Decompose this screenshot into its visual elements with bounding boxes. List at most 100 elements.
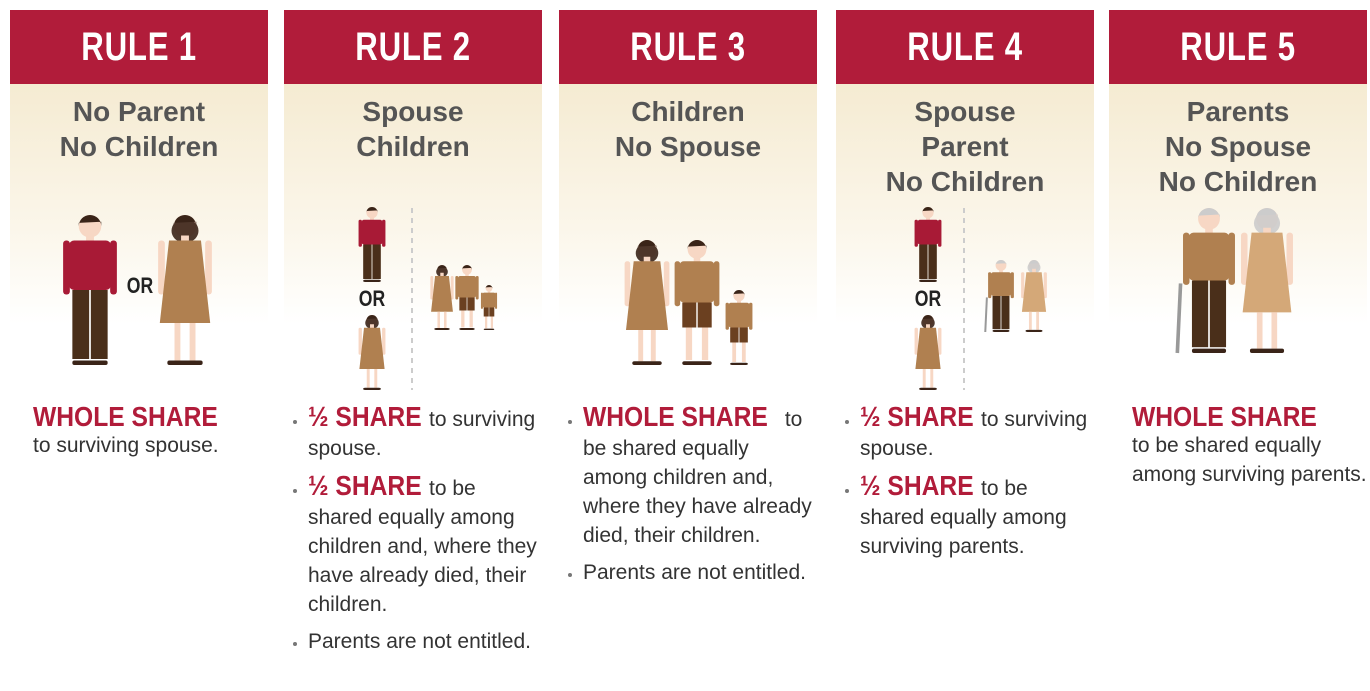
- rule-card: RULE 1No ParentNo ChildrenORWHOLE SHARE …: [10, 10, 268, 691]
- page: RULE 1No ParentNo ChildrenORWHOLE SHARE …: [0, 0, 1370, 691]
- arm: [915, 328, 918, 355]
- arm: [382, 328, 385, 355]
- leg: [489, 308, 494, 317]
- rule-header: RULE 4: [836, 10, 1094, 84]
- arm: [476, 276, 479, 299]
- figure: [985, 260, 1014, 332]
- leg: [1036, 312, 1039, 330]
- arm: [481, 293, 483, 309]
- rule-title: RULE 4: [907, 25, 1023, 70]
- arm: [1228, 233, 1234, 285]
- or-label: OR: [127, 274, 153, 298]
- arm: [205, 241, 212, 295]
- arm: [938, 220, 941, 247]
- arm: [495, 293, 497, 309]
- illustration: OR: [10, 200, 268, 400]
- rule-card: RULE 3ChildrenNo SpouseWHOLE SHARE to be…: [559, 10, 817, 691]
- arm: [359, 220, 362, 247]
- arm: [455, 276, 458, 299]
- shoe: [1192, 349, 1226, 353]
- torso: [729, 303, 750, 328]
- share-label: WHOLE SHARE: [1132, 402, 1339, 431]
- arm: [430, 276, 433, 299]
- arm: [1011, 272, 1014, 298]
- share-text: Parents are not entitled.: [308, 630, 531, 653]
- figure: [1241, 208, 1293, 353]
- shoe: [434, 328, 449, 330]
- rule-heading: No ParentNo Children: [10, 94, 268, 164]
- leg: [444, 312, 447, 328]
- dress: [431, 276, 453, 312]
- rule-header: RULE 3: [559, 10, 817, 84]
- neck: [488, 290, 490, 293]
- share-text: to be shared equally among surviving par…: [1132, 434, 1367, 486]
- torso: [483, 293, 496, 308]
- shoe: [459, 328, 474, 330]
- leg: [461, 311, 464, 328]
- leg: [930, 369, 933, 388]
- arm: [158, 241, 165, 295]
- figure: [625, 240, 670, 365]
- share-label: ½ SHARE: [860, 471, 974, 500]
- figure: [359, 207, 386, 282]
- shoe: [919, 388, 937, 390]
- arm: [1044, 272, 1047, 298]
- rule-text: ½ SHARE to surviving spouse.½ SHARE to b…: [836, 402, 1094, 569]
- leg: [682, 303, 696, 328]
- leg: [72, 290, 89, 359]
- rule-title: RULE 3: [630, 25, 746, 70]
- arm: [625, 261, 631, 306]
- leg: [91, 290, 108, 359]
- shoe: [730, 363, 748, 365]
- share-label: ½ SHARE: [860, 402, 974, 431]
- shoe: [363, 280, 381, 282]
- rule-item: ½ SHARE to surviving spouse.: [308, 402, 542, 463]
- rule-title: RULE 2: [355, 25, 471, 70]
- heading-line: No Children: [10, 129, 268, 164]
- leg: [919, 245, 927, 280]
- arm: [938, 328, 941, 355]
- dress: [1022, 272, 1046, 312]
- figure: [481, 285, 497, 330]
- dress: [626, 261, 668, 330]
- figure: [158, 215, 212, 365]
- share-label: ½ SHARE: [308, 471, 422, 500]
- rule-list: ½ SHARE to surviving spouse.½ SHARE to b…: [836, 402, 1094, 561]
- leg: [928, 245, 936, 280]
- leg: [638, 330, 643, 361]
- dress: [359, 328, 384, 369]
- arm: [1241, 233, 1247, 285]
- heading-line: Parent: [836, 129, 1094, 164]
- shoe: [484, 329, 495, 330]
- arm: [664, 261, 670, 306]
- rule-item: ½ SHARE to be shared equally among child…: [308, 471, 542, 619]
- rule-item: WHOLE SHARE to be shared equally among s…: [1132, 402, 1367, 489]
- leg: [459, 298, 466, 311]
- illustration: [559, 200, 817, 400]
- heading-line: Spouse: [836, 94, 1094, 129]
- figure: [915, 315, 942, 390]
- rule-text: WHOLE SHARE to surviving spouse.: [33, 402, 268, 460]
- figure: [726, 290, 753, 365]
- rule-text: WHOLE SHARE to be shared equally among c…: [559, 402, 817, 595]
- share-text: Parents are not entitled.: [583, 561, 806, 584]
- leg: [491, 317, 493, 329]
- share-text: to surviving spouse.: [33, 434, 219, 457]
- arm: [382, 220, 385, 247]
- dress: [915, 328, 940, 369]
- shoe: [167, 361, 202, 366]
- share-label: WHOLE SHARE: [583, 402, 768, 431]
- rule-item: Parents are not entitled.: [308, 627, 542, 656]
- leg: [484, 308, 489, 317]
- cane: [985, 297, 987, 332]
- leg: [1257, 312, 1263, 348]
- leg: [923, 369, 926, 388]
- rule-item: Parents are not entitled.: [583, 558, 817, 587]
- leg: [732, 343, 736, 363]
- or-label: OR: [359, 287, 385, 311]
- leg: [651, 330, 656, 361]
- leg: [730, 328, 738, 343]
- heading-line: No Children: [836, 164, 1094, 199]
- rule-header: RULE 2: [284, 10, 542, 84]
